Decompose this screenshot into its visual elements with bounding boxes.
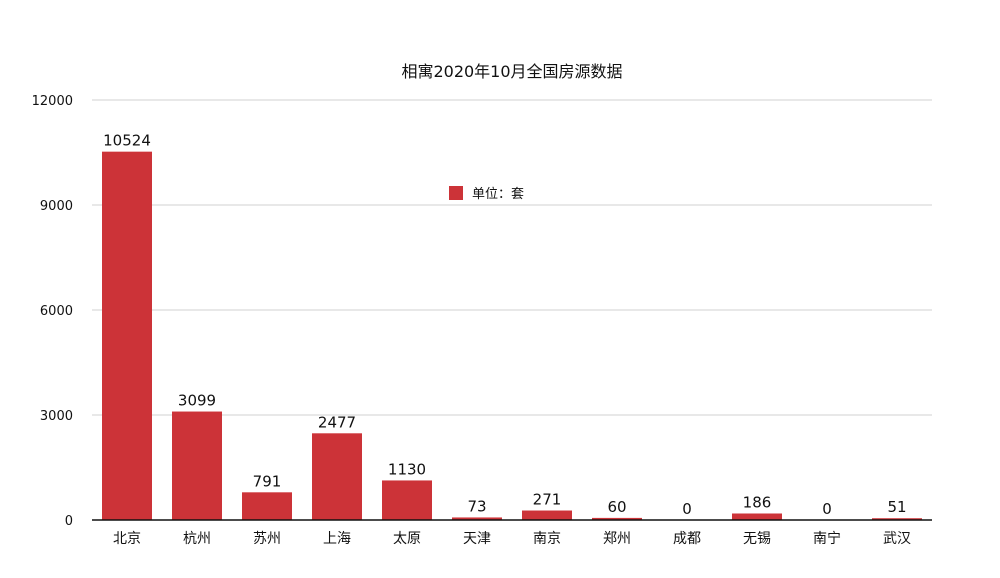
chart-title: 相寓2020年10月全国房源数据 [401, 62, 622, 81]
y-tick-label: 6000 [40, 304, 73, 319]
x-category-label: 北京 [113, 531, 141, 547]
bar [172, 411, 222, 520]
y-tick-label: 0 [65, 514, 73, 529]
legend: 单位：套 [449, 186, 524, 202]
y-tick-label: 3000 [40, 409, 73, 424]
data-label: 3099 [178, 392, 216, 410]
bar [872, 518, 922, 520]
x-category-label: 太原 [393, 531, 421, 547]
y-axis-ticks: 0 3000 6000 9000 12000 [32, 94, 73, 529]
x-category-label: 天津 [463, 531, 491, 547]
bar [102, 151, 152, 520]
data-label: 51 [887, 498, 906, 516]
data-label: 2477 [318, 413, 356, 431]
legend-swatch [449, 186, 463, 200]
x-category-label: 南宁 [813, 530, 841, 547]
x-category-label: 苏州 [253, 531, 281, 547]
data-label: 10524 [103, 132, 151, 150]
bars [102, 151, 922, 520]
bar [522, 510, 572, 520]
data-label: 1130 [388, 460, 426, 478]
data-label: 60 [607, 498, 626, 516]
data-label: 73 [467, 497, 486, 515]
bar [312, 433, 362, 520]
data-label: 186 [743, 493, 772, 511]
data-label: 271 [533, 491, 562, 509]
bar [452, 517, 502, 520]
x-category-label: 成都 [673, 531, 701, 547]
bar [242, 492, 292, 520]
data-label: 0 [682, 500, 692, 518]
x-axis-categories: 北京 杭州 苏州 上海 太原 天津 南京 郑州 成都 无锡 南宁 武汉 [113, 530, 911, 547]
data-labels: 10524 3099 791 2477 1130 73 271 60 0 186 0 51 [103, 132, 906, 518]
x-category-label: 南京 [533, 531, 561, 547]
y-tick-label: 9000 [40, 199, 73, 214]
data-label: 0 [822, 500, 832, 518]
x-category-label: 无锡 [743, 531, 771, 547]
data-label: 791 [253, 472, 282, 490]
legend-label: 单位：套 [472, 186, 524, 202]
x-category-label: 郑州 [603, 531, 631, 547]
x-category-label: 上海 [323, 531, 351, 547]
x-category-label: 武汉 [883, 531, 911, 547]
gridlines [92, 99, 932, 416]
bar [732, 513, 782, 520]
bar [382, 480, 432, 520]
y-tick-label: 12000 [32, 94, 73, 109]
bar [592, 517, 642, 520]
x-category-label: 杭州 [183, 531, 211, 547]
